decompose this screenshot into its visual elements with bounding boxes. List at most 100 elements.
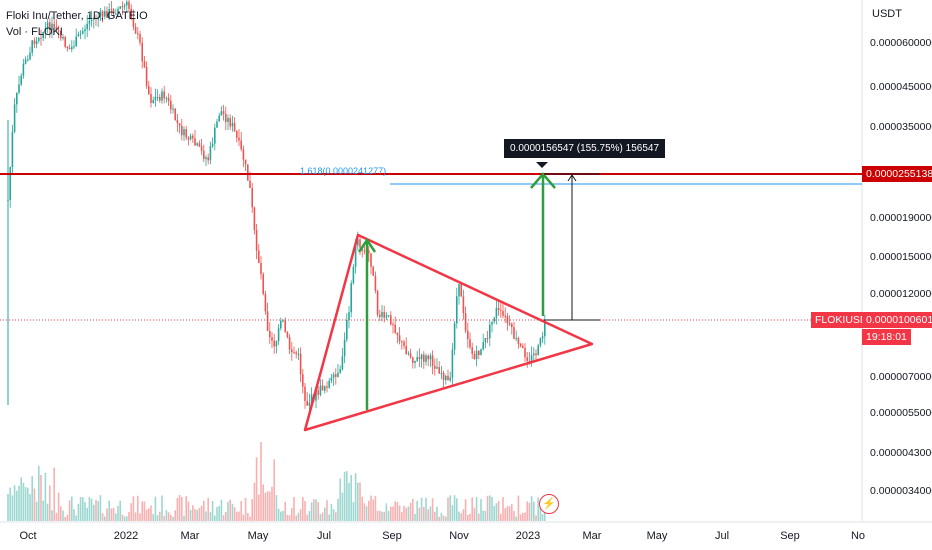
volume-bar bbox=[467, 514, 469, 521]
volume-bar bbox=[357, 482, 359, 521]
volume-bar bbox=[231, 504, 234, 521]
countdown-tag: 19:18:01 bbox=[862, 329, 911, 345]
volume-bar bbox=[134, 512, 137, 521]
candle-body bbox=[357, 239, 359, 246]
candle-body bbox=[469, 339, 471, 348]
price-tick-label: 0.0000034000 bbox=[870, 485, 932, 497]
time-tick-label: 2022 bbox=[114, 530, 138, 542]
candle-body bbox=[57, 30, 60, 32]
candle-body bbox=[93, 17, 95, 20]
candle-body bbox=[170, 100, 172, 110]
time-tick-label: May bbox=[647, 530, 668, 542]
volume-bar bbox=[73, 509, 75, 521]
candle-body bbox=[497, 308, 500, 310]
candle-body bbox=[64, 36, 66, 47]
volume-bar bbox=[471, 497, 473, 521]
candle-body bbox=[398, 335, 401, 342]
candle-body bbox=[44, 28, 47, 32]
candle-body bbox=[167, 97, 170, 101]
candle-body bbox=[374, 275, 377, 291]
candle-body bbox=[49, 22, 51, 31]
candle-body bbox=[249, 180, 251, 188]
candle-body bbox=[271, 337, 273, 341]
candle-body bbox=[321, 385, 324, 391]
volume-bar bbox=[31, 476, 33, 521]
volume-bar bbox=[33, 488, 36, 521]
volume-bar bbox=[86, 507, 88, 521]
time-tick-label: Jul bbox=[715, 530, 729, 542]
candle-body bbox=[194, 138, 196, 146]
volume-bar bbox=[533, 501, 535, 521]
candle-body bbox=[462, 296, 465, 314]
candle-body bbox=[13, 104, 16, 132]
volume-bar bbox=[145, 509, 148, 521]
candle-body bbox=[200, 146, 203, 151]
candle-body bbox=[205, 157, 207, 160]
volume-bar bbox=[104, 516, 106, 521]
candle-body bbox=[431, 355, 434, 366]
candle-body bbox=[260, 262, 262, 275]
time-tick-label: Oct bbox=[19, 530, 36, 542]
volume-bar bbox=[240, 501, 242, 521]
candle-body bbox=[9, 167, 11, 200]
volume-bar bbox=[431, 498, 434, 521]
volume-bar bbox=[456, 498, 458, 521]
volume-bar bbox=[291, 508, 293, 521]
volume-bar bbox=[11, 495, 14, 521]
volume-bar bbox=[447, 497, 449, 521]
candle-body bbox=[40, 37, 42, 39]
candle-body bbox=[482, 342, 484, 350]
volume-bar bbox=[163, 515, 165, 521]
candle-body bbox=[106, 11, 108, 18]
candle-body bbox=[405, 346, 407, 355]
candle-body bbox=[519, 343, 522, 347]
volume-bar bbox=[343, 471, 346, 521]
volume-bar bbox=[517, 495, 520, 521]
volume-bar bbox=[238, 511, 240, 521]
candle-body bbox=[189, 135, 192, 140]
volume-bar bbox=[121, 514, 124, 521]
volume-bar bbox=[115, 513, 117, 521]
volume-bar bbox=[332, 509, 335, 521]
candle-body bbox=[207, 157, 209, 161]
volume-bar bbox=[330, 503, 333, 521]
volume-bar bbox=[20, 477, 22, 521]
lightning-icon[interactable]: ⚡ bbox=[539, 494, 559, 514]
candle-body bbox=[277, 328, 280, 341]
volume-bar bbox=[493, 505, 495, 521]
volume-bar bbox=[214, 515, 216, 521]
fib-label: 1.618(0.0000241277) bbox=[300, 166, 386, 176]
volume-bar bbox=[99, 495, 102, 521]
candle-body bbox=[165, 97, 168, 99]
candle-body bbox=[231, 122, 234, 127]
candle-body bbox=[500, 309, 502, 311]
candle-body bbox=[86, 23, 88, 30]
symbol-title: Floki Inu/Tether, 1D, GATEIO bbox=[6, 10, 148, 22]
candle-body bbox=[343, 339, 346, 357]
candle-body bbox=[187, 137, 190, 140]
volume-bar bbox=[203, 500, 205, 521]
candle-body bbox=[128, 1, 130, 9]
volume-bar bbox=[302, 497, 304, 521]
candle-body bbox=[11, 131, 14, 168]
candle-body bbox=[233, 122, 236, 132]
volume-bar bbox=[55, 512, 58, 521]
candle-body bbox=[95, 17, 97, 20]
candle-body bbox=[84, 29, 86, 32]
candle-body bbox=[383, 311, 385, 318]
volume-bar bbox=[304, 501, 306, 521]
measure-head bbox=[567, 174, 577, 182]
volume-bar bbox=[442, 515, 445, 521]
volume-bar bbox=[38, 465, 40, 521]
volume-bar bbox=[7, 493, 9, 521]
candle-body bbox=[396, 332, 399, 336]
volume-bar bbox=[269, 491, 271, 521]
candle-body bbox=[473, 354, 476, 359]
volume-bar bbox=[337, 498, 339, 521]
volume-bar bbox=[97, 501, 99, 521]
candle-body bbox=[493, 317, 495, 322]
volume-bar bbox=[449, 495, 451, 521]
candle-body bbox=[293, 352, 295, 354]
volume-bar bbox=[317, 502, 319, 521]
